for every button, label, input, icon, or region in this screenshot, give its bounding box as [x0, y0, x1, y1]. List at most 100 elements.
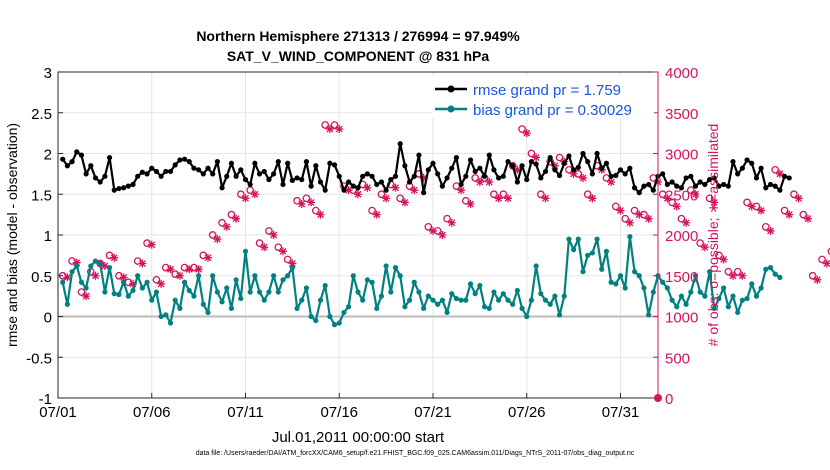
bias-marker — [378, 293, 385, 299]
bias-marker — [500, 291, 506, 297]
rmse-marker — [697, 179, 703, 185]
obs-assimilated-marker — [354, 190, 362, 199]
bias-marker — [519, 305, 525, 311]
obs-possible-marker — [321, 121, 330, 129]
bias-marker — [758, 285, 764, 291]
bias-marker — [275, 289, 281, 295]
bias-marker — [191, 293, 197, 299]
obs-possible-marker — [283, 255, 292, 264]
obs-assimilated-marker — [710, 198, 719, 207]
obs-possible-marker — [771, 165, 780, 174]
y-left-tick-label: 2.5 — [31, 106, 52, 123]
chart-title-line-1: Northern Hemisphere 271313 / 276994 = 97… — [196, 28, 520, 44]
rmse-marker — [552, 167, 558, 173]
obs-possible-marker — [236, 190, 245, 199]
bias-line — [61, 235, 781, 326]
bias-marker — [369, 279, 375, 285]
rmse-marker — [669, 179, 675, 185]
rmse-marker — [472, 168, 478, 175]
rmse-marker — [102, 173, 108, 179]
obs-assimilated-marker — [157, 279, 166, 288]
bias-marker — [130, 287, 136, 294]
bias-marker — [205, 309, 211, 316]
rmse-marker — [313, 163, 319, 169]
bias-marker — [200, 301, 206, 307]
bias-marker — [556, 312, 563, 318]
bias-marker — [238, 295, 244, 302]
chart-title-line-2: SAT_V_WIND_COMPONENT @ 831 hPa — [227, 48, 490, 64]
rmse-marker — [153, 168, 160, 175]
rmse-marker — [524, 176, 530, 183]
rmse-marker — [566, 153, 572, 159]
bias-marker — [186, 287, 192, 294]
rmse-marker — [228, 160, 235, 166]
obs-assimilated-marker — [494, 194, 503, 203]
obs-assimilated-marker — [82, 292, 91, 301]
rmse-marker — [210, 171, 216, 177]
bias-marker — [528, 297, 535, 303]
obs-possible-marker — [827, 247, 830, 255]
bias-marker — [116, 291, 122, 298]
bias-marker — [430, 297, 436, 303]
legend-box — [432, 76, 654, 118]
obs-assimilated-marker — [485, 178, 494, 187]
obs-assimilated-marker — [775, 169, 784, 178]
obs-assimilated-marker — [110, 253, 119, 262]
rmse-marker — [547, 154, 553, 161]
rmse-marker — [121, 185, 127, 191]
rmse-marker — [233, 173, 239, 179]
rmse-marker — [256, 171, 263, 177]
obs-assimilated-marker — [663, 194, 672, 203]
bias-marker — [486, 305, 492, 311]
bias-marker — [303, 285, 310, 291]
bias-marker — [739, 297, 745, 303]
rmse-marker — [622, 171, 628, 177]
bias-marker — [425, 293, 431, 299]
bias-marker — [97, 260, 103, 267]
series-layer — [60, 141, 792, 328]
rmse-marker — [69, 159, 75, 165]
bias-marker — [74, 263, 80, 269]
obs-assimilated-marker — [579, 173, 587, 182]
obs-assimilated-marker — [747, 202, 756, 211]
obs-assimilated-marker — [691, 190, 700, 199]
rmse-marker — [463, 173, 469, 179]
bias-marker — [594, 236, 600, 242]
rmse-marker — [641, 183, 647, 189]
bias-marker — [355, 289, 361, 295]
bias-marker — [153, 289, 160, 295]
data-file-footer: data file: /Users/raeder/DAI/ATM_forcXX/… — [195, 450, 635, 457]
bias-marker — [566, 236, 572, 242]
rmse-marker — [636, 190, 642, 196]
bias-marker — [435, 301, 441, 307]
y-right-tick-label: 2000 — [665, 228, 698, 245]
bias-marker — [397, 273, 403, 279]
bias-marker — [242, 248, 249, 254]
rmse-marker — [303, 159, 310, 165]
obs-assimilated-marker — [138, 259, 147, 268]
legend-rmse-label: rmse grand pr = 1.759 — [473, 82, 621, 99]
y-axis-label-right: # of obs: o=possible; ∗=assimilated — [705, 124, 721, 347]
rmse-marker — [308, 183, 314, 189]
bias-marker — [702, 293, 708, 299]
obs-possible-marker — [227, 210, 236, 219]
obs-assimilated-marker — [729, 271, 737, 280]
obs-assimilated-marker — [738, 271, 747, 280]
bias-marker — [256, 289, 263, 295]
obs-assimilated-marker — [504, 194, 512, 203]
rmse-marker — [688, 173, 694, 179]
obs-possible-marker — [302, 194, 311, 203]
rmse-marker — [196, 167, 202, 173]
bias-marker — [60, 279, 66, 285]
obs-possible-marker — [761, 223, 770, 231]
rmse-marker — [289, 177, 295, 183]
obs-assimilated-marker — [447, 218, 456, 227]
obs-assimilated-marker — [382, 194, 391, 203]
chart: 07/01 07/06 07/11 07/16 07/21 07/26 07/31 -1 -0.… — [4, 28, 830, 446]
bias-marker — [669, 297, 675, 303]
rmse-marker — [435, 171, 441, 177]
bias-marker — [88, 263, 94, 269]
bias-marker — [463, 297, 469, 303]
rmse-marker — [64, 163, 70, 169]
bias-marker — [111, 291, 117, 297]
